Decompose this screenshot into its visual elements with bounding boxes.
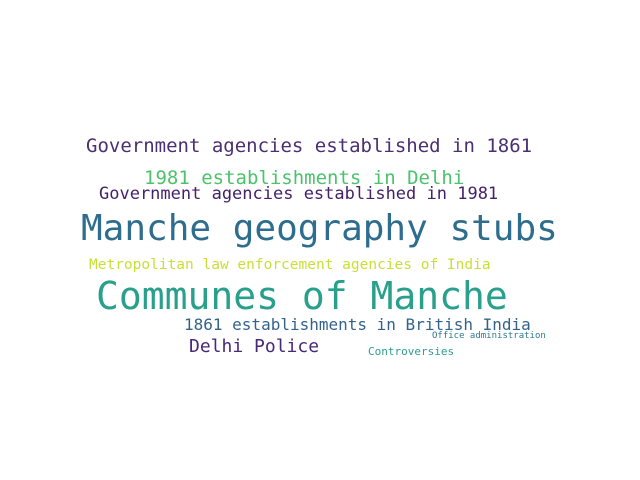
word-government-agencies-1861: Government agencies established in 1861 (86, 135, 533, 157)
word-controversies: Controversies (368, 345, 455, 358)
word-government-agencies-1981: Government agencies established in 1981 (99, 184, 499, 204)
word-1861-establishments-british-india: 1861 establishments in British India (184, 315, 531, 334)
word-delhi-police: Delhi Police (189, 336, 320, 357)
word-communes-of-manche: Communes of Manche (96, 274, 508, 318)
word-office-administration: Office administration (432, 331, 546, 341)
word-metropolitan-law-enforcement: Metropolitan law enforcement agencies of… (89, 257, 491, 273)
word-manche-geography-stubs: Manche geography stubs (81, 208, 558, 249)
word-1981-establishments-delhi: 1981 establishments in Delhi (144, 167, 465, 189)
